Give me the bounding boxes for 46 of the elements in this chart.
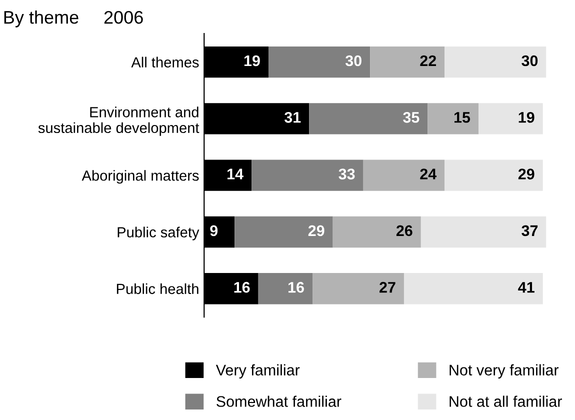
data-label: 16 [234,282,250,293]
bar [309,103,428,134]
data-label: 33 [338,168,355,180]
data-label: 9 [210,225,218,236]
data-label: 35 [403,112,420,123]
bar [370,46,445,78]
bar [478,103,543,134]
data-label: 29 [308,225,324,236]
legend-label: Very familiar [216,364,300,379]
data-label: 30 [345,55,362,66]
text: By theme [4,10,78,28]
data-label: 27 [380,282,396,293]
bar [332,216,421,248]
data-label: 30 [522,55,538,66]
bar [363,160,445,191]
bar [252,160,364,191]
bar [234,216,333,248]
y-tick-label: Public health [116,283,198,294]
data-label: 24 [420,168,437,180]
data-label: 29 [518,168,534,180]
data-label: 26 [396,225,412,236]
data-label: 16 [288,282,304,293]
bar [312,273,404,304]
y-tick-label: Environment and sustainable development [38,106,200,136]
data-label: 22 [420,55,436,66]
legend-label: Not at all familiar [450,396,562,407]
bar [444,46,546,78]
data-label: 19 [244,55,260,66]
chart-subtitle: 2006 [104,10,143,24]
bar [268,46,370,78]
bar [428,103,478,134]
data-label: 15 [454,112,470,123]
bar [404,273,543,304]
y-tick-label: All themes [131,56,199,68]
data-label: 41 [518,282,534,293]
data-label: 19 [518,112,534,123]
legend-label: Somewhat familiar [216,396,342,407]
data-label: 37 [522,225,538,236]
bar [420,216,546,248]
bar [444,160,543,191]
data-label: 31 [284,112,301,123]
y-tick-label: Aboriginal matters [82,170,199,184]
bar [258,273,313,304]
legend-label: Not very familiar [450,364,559,379]
data-label: 14 [228,168,244,180]
y-tick-label: Public safety [118,226,200,240]
